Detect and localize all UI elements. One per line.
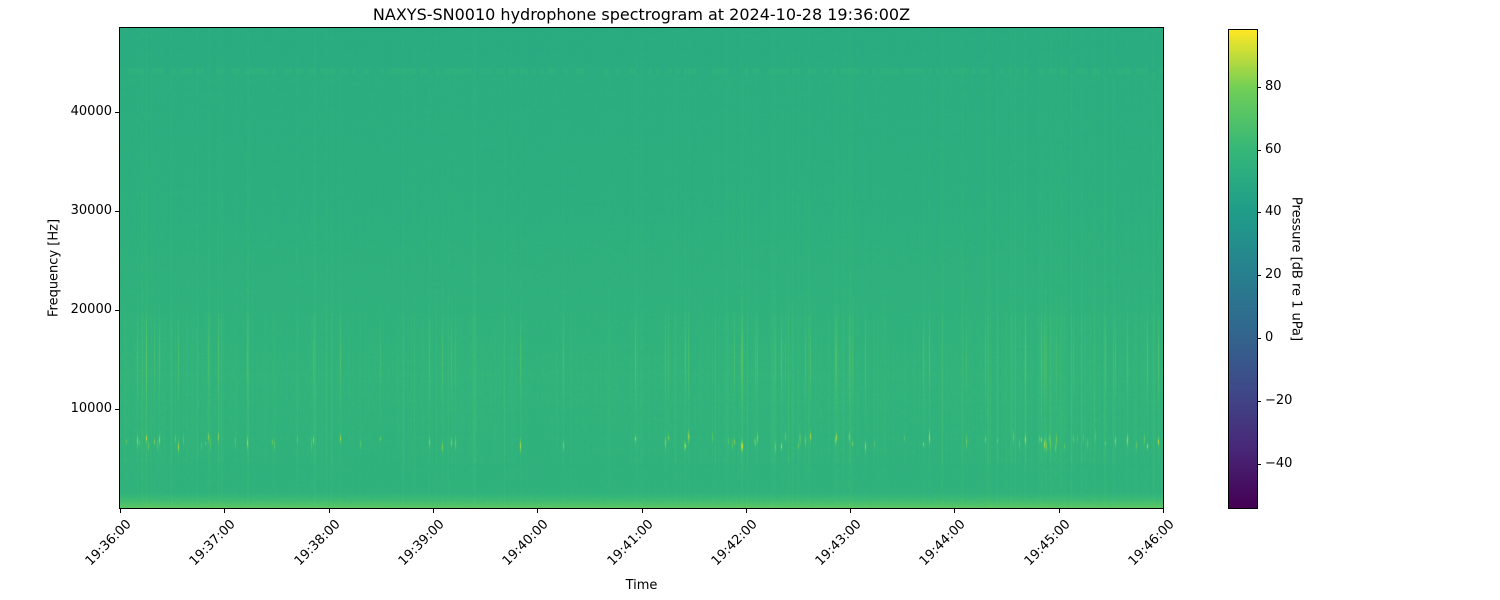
colorbar-tick-label: −40 (1265, 455, 1293, 471)
colorbar-tick-label: 0 (1265, 330, 1274, 346)
y-tick-mark (115, 409, 119, 411)
x-tick-label: 19:41:00 (604, 517, 657, 569)
colorbar-tick-mark (1257, 212, 1261, 214)
x-tick-label: 19:36:00 (82, 517, 135, 569)
x-tick-label: 19:46:00 (1125, 517, 1178, 569)
colorbar-tick-mark (1257, 86, 1261, 88)
y-tick-mark (115, 211, 119, 213)
x-axis-label: Time (625, 578, 658, 593)
x-tick-mark (745, 509, 747, 513)
y-tick-label: 20000 (70, 302, 112, 318)
x-tick-label: 19:40:00 (499, 517, 552, 569)
x-tick-mark (954, 509, 956, 513)
x-tick-label: 19:39:00 (395, 517, 448, 569)
colorbar-tick-mark (1257, 149, 1261, 151)
colorbar-tick-label: 60 (1265, 141, 1282, 157)
x-tick-mark (328, 509, 330, 513)
y-tick-label: 40000 (70, 104, 112, 120)
x-tick-mark (641, 509, 643, 513)
y-tick-mark (115, 310, 119, 312)
y-tick-label: 30000 (70, 203, 112, 219)
colorbar-tick-label: 40 (1265, 204, 1282, 220)
plot-frame (119, 27, 1164, 509)
spectrogram-heatmap (120, 28, 1163, 508)
x-tick-mark (120, 509, 121, 513)
x-tick-label: 19:44:00 (917, 517, 969, 569)
colorbar-tick-mark (1257, 275, 1261, 277)
colorbar (1228, 29, 1258, 509)
x-tick-mark (224, 509, 226, 513)
x-tick-mark (432, 509, 434, 513)
x-tick-label: 19:37:00 (187, 517, 239, 569)
x-tick-mark (850, 509, 852, 513)
x-tick-label: 19:42:00 (708, 517, 761, 569)
colorbar-tick-mark (1257, 338, 1261, 340)
colorbar-tick-label: −20 (1265, 393, 1293, 409)
x-tick-mark (1058, 509, 1060, 513)
colorbar-label: Pressure [dB re 1 uPa] (1288, 196, 1304, 342)
x-tick-mark (1163, 509, 1164, 513)
x-tick-label: 19:45:00 (1021, 517, 1074, 569)
colorbar-tick-label: 20 (1265, 267, 1282, 283)
colorbar-gradient (1229, 30, 1257, 508)
x-tick-label: 19:43:00 (812, 517, 865, 569)
x-tick-mark (537, 509, 539, 513)
x-tick-label: 19:38:00 (291, 517, 344, 569)
y-tick-mark (115, 112, 119, 114)
colorbar-tick-mark (1257, 463, 1261, 465)
colorbar-tick-mark (1257, 401, 1261, 403)
y-tick-label: 10000 (70, 401, 112, 417)
chart-title: NAXYS-SN0010 hydrophone spectrogram at 2… (372, 5, 911, 24)
colorbar-tick-label: 80 (1265, 78, 1282, 94)
